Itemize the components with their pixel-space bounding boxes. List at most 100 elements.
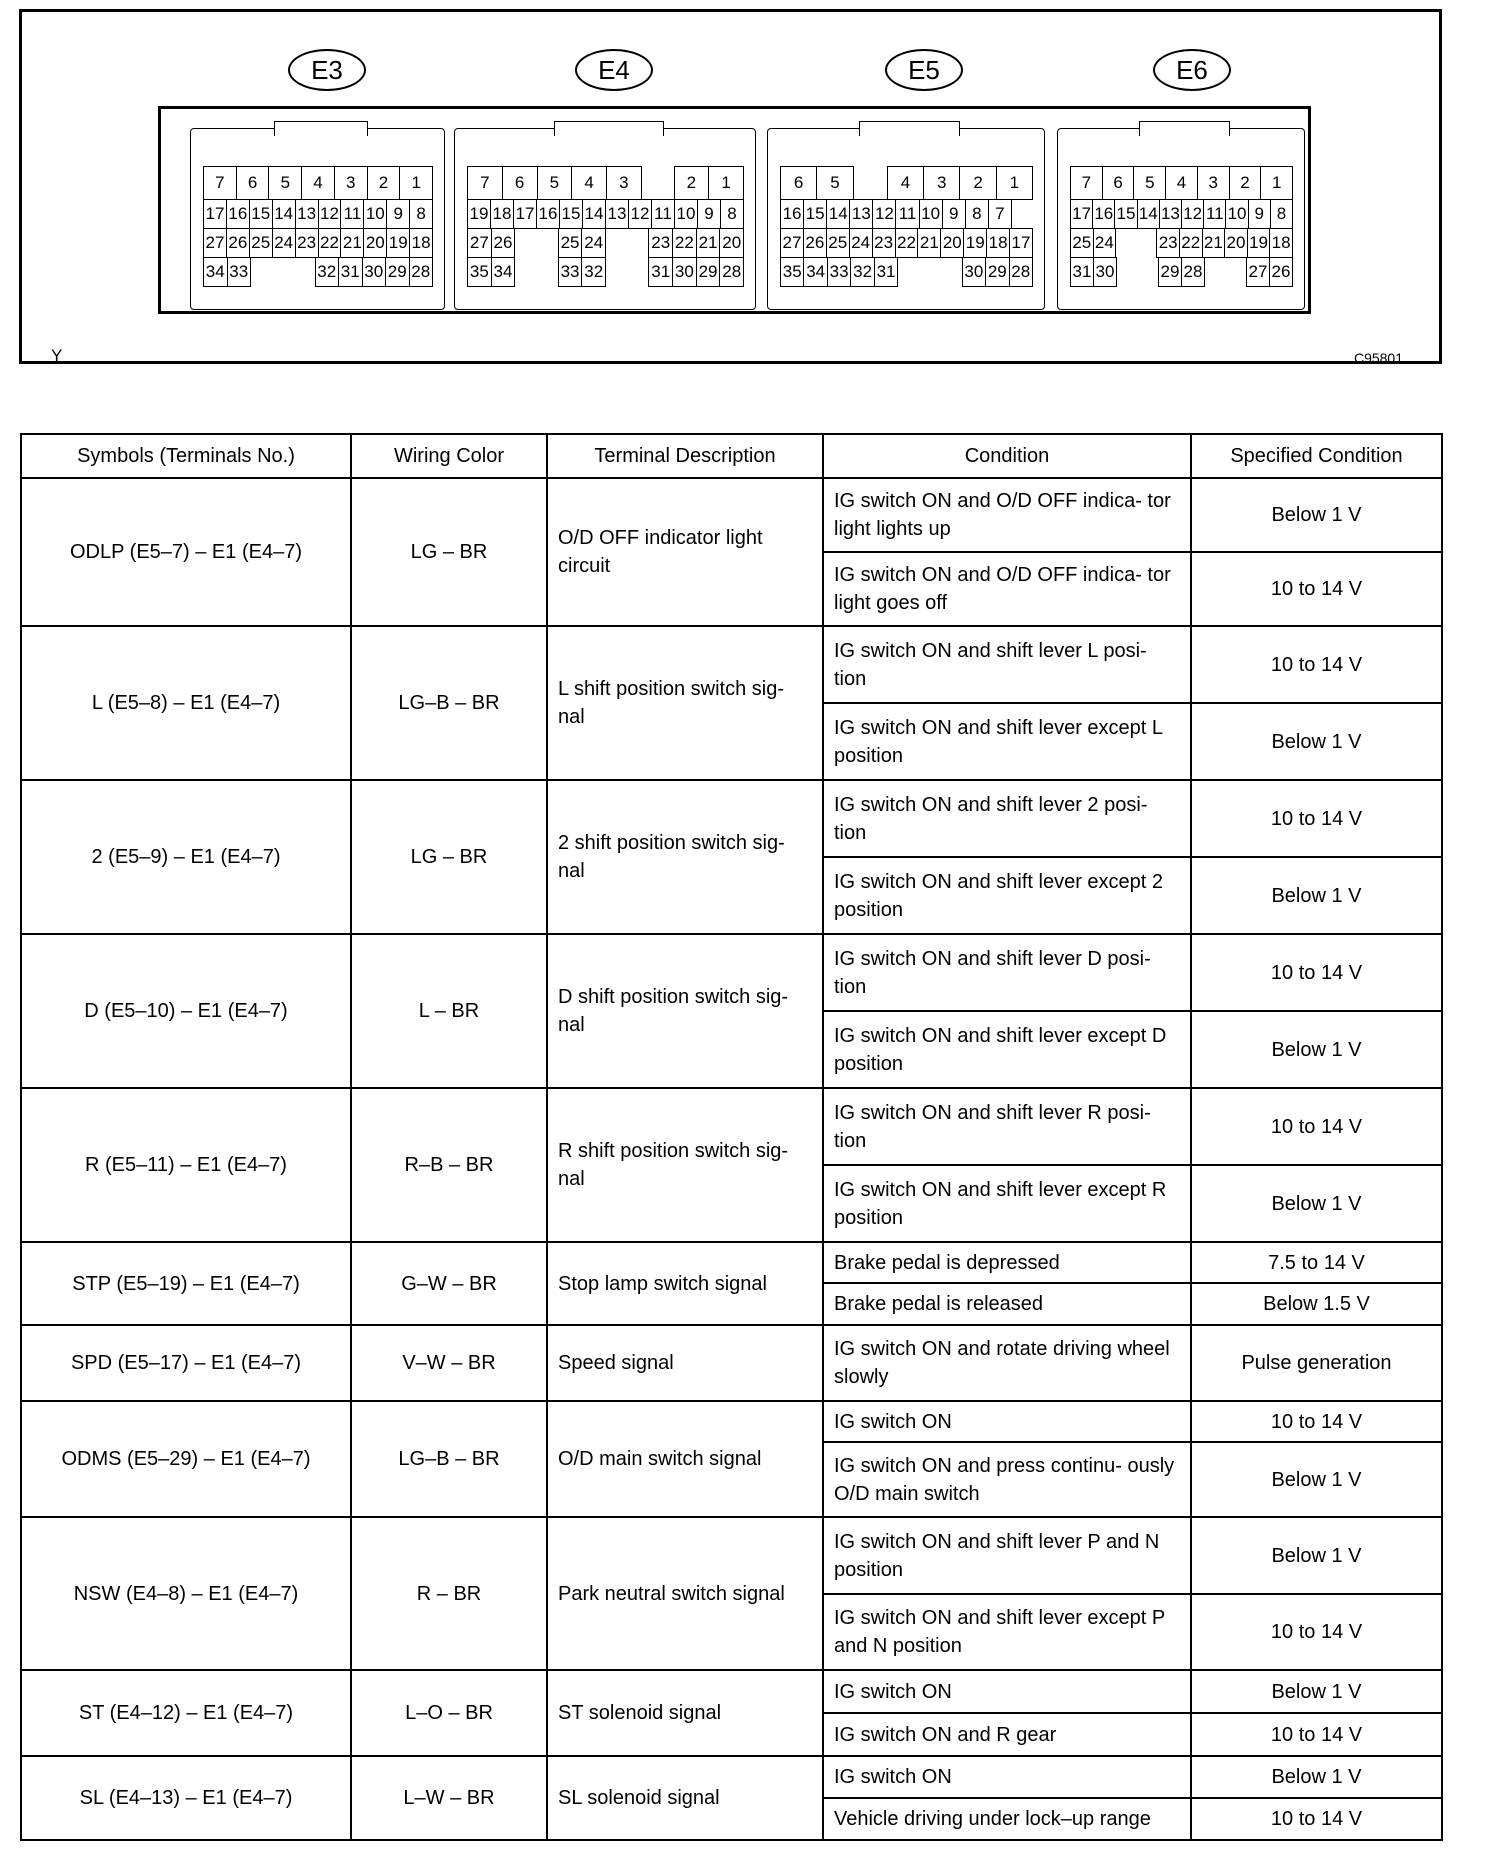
specified-condition-cell: 10 to 14 V <box>1190 625 1443 704</box>
ecu-connector-frame <box>158 106 1311 314</box>
pin-cell: 5 <box>1133 166 1167 200</box>
condition-cell: IG switch ON and shift lever P and N pos… <box>822 1516 1192 1595</box>
condition-cell: IG switch ON and shift lever except P an… <box>822 1593 1192 1671</box>
pin-cell: 10 <box>918 199 943 229</box>
pin-cell: 30 <box>672 257 697 287</box>
pin-cell: 1 <box>708 166 744 200</box>
pin-cell: 35 <box>780 257 805 287</box>
pin-cell: 29 <box>695 257 721 287</box>
condition-cell: IG switch ON <box>822 1400 1192 1443</box>
table-row: IG switch ON and shift lever except P an… <box>21 1593 1443 1671</box>
pin-cell: 21 <box>1201 228 1226 258</box>
pin-cell: 7 <box>987 199 1012 229</box>
pin-cell: 31 <box>648 257 674 287</box>
table-row: ST (E4–12) – E1 (E4–7) L–O – BR ST solenoi… <box>20 1669 1443 1757</box>
specified-condition-cell: Below 1 V <box>1190 1669 1443 1714</box>
pin-cell: 4 <box>301 166 335 200</box>
pin-cell: 13 <box>605 199 629 229</box>
pin-cell: 20 <box>719 228 745 258</box>
pin-gap <box>853 166 888 200</box>
pin-row: 19 18 17 16 15 14 13 12 11 10 9 8 <box>467 199 744 229</box>
pin-gap <box>627 257 650 287</box>
pin-cell: 15 <box>1114 199 1138 229</box>
specified-condition-cell: 10 to 14 V <box>1190 1797 1443 1841</box>
connector-label-e3: E3 <box>288 49 366 91</box>
pin-cell: 26 <box>1269 257 1293 287</box>
condition-cell: IG switch ON and shift lever 2 posi- tio… <box>822 779 1192 858</box>
pin-cell: 24 <box>848 228 873 258</box>
description-cell: D shift position switch sig- nal <box>546 933 824 1089</box>
pin-cell: 18 <box>1269 228 1293 258</box>
connector-diagram: Y C95801 E3 7 6 5 4 3 2 1 17 16 15 14 13 12 11 10 9 8 27 26… <box>19 9 1442 366</box>
pin-cell: 1 <box>399 166 434 200</box>
table-row: IG switch ON and shift lever except L po… <box>21 702 1443 781</box>
specified-condition-cell: Below 1 V <box>1190 1516 1443 1595</box>
wiring-color-cell: LG – BR <box>350 477 548 627</box>
pin-cell: 28 <box>1008 257 1033 287</box>
description-cell: 2 shift position switch sig- nal <box>546 779 824 935</box>
pin-cell: 11 <box>895 199 920 229</box>
pin-grid: 7 6 5 4 3 2 1 17 16 15 14 13 12 11 10 9 8 25 24 23 22 21 20 19 1… <box>1070 166 1294 287</box>
pin-cell: 29 <box>1158 257 1182 287</box>
condition-cell: IG switch ON and shift lever except 2 po… <box>822 856 1192 935</box>
connector-e5: 6 5 4 3 2 1 16 15 14 13 12 11 10 9 8 7 27 26 25 24 23 22 21 20 1… <box>767 121 1045 310</box>
pin-cell: 17 <box>1070 199 1094 229</box>
condition-cell: IG switch ON <box>822 1669 1192 1714</box>
pin-gap <box>1136 228 1158 258</box>
pin-cell: 12 <box>1181 199 1205 229</box>
symbol-cell: ST (E4–12) – E1 (E4–7) <box>20 1669 352 1757</box>
condition-cell: IG switch ON and shift lever except L po… <box>822 702 1192 781</box>
pin-cell: 9 <box>697 199 721 229</box>
pin-cell: 13 <box>1158 199 1183 229</box>
pin-cell: 4 <box>571 166 607 200</box>
pin-row: 25 24 23 22 21 20 19 18 <box>1070 228 1293 258</box>
pin-cell: 7 <box>1070 166 1103 200</box>
pin-row: 27 26 25 24 23 22 21 20 19 18 <box>203 228 434 258</box>
connector-e4: 7 6 5 4 3 2 1 19 18 17 16 15 14 13 12 11 10 9 8 27 26 25 24 23 2… <box>454 121 756 310</box>
pin-cell: 1 <box>1260 166 1294 200</box>
table-row: D (E5–10) – E1 (E4–7) L – BR D shift posit… <box>20 933 1443 1089</box>
pin-gap <box>250 257 273 287</box>
table-row: STP (E5–19) – E1 (E4–7) G–W – BR Stop lamp… <box>20 1241 1443 1326</box>
pin-cell: 16 <box>225 199 250 229</box>
pin-cell: 18 <box>986 228 1011 258</box>
table-row: Vehicle driving under lock–up range 10 to… <box>21 1797 1443 1841</box>
specified-condition-cell: 10 to 14 V <box>1190 551 1443 627</box>
pin-cell: 11 <box>651 199 675 229</box>
condition-cell: IG switch ON <box>822 1755 1192 1799</box>
pin-row: 35 34 33 32 31 30 29 28 <box>780 257 1033 287</box>
pin-cell: 23 <box>1156 228 1180 258</box>
pin-cell: 17 <box>203 199 227 229</box>
pin-cell: 31 <box>1070 257 1094 287</box>
specified-condition-cell: 10 to 14 V <box>1190 1400 1443 1443</box>
pin-cell: 5 <box>536 166 573 200</box>
pin-cell: 19 <box>386 228 411 258</box>
wiring-color-cell: L–W – BR <box>350 1755 548 1841</box>
pin-cell: 29 <box>985 257 1010 287</box>
pin-cell: 34 <box>490 257 516 287</box>
pin-grid: 7 6 5 4 3 2 1 17 16 15 14 13 12 11 10 9 8 27 26 25 24 23 22 21 2… <box>203 166 434 287</box>
pin-cell: 25 <box>1070 228 1094 258</box>
condition-cell: IG switch ON and shift lever except D po… <box>822 1010 1192 1089</box>
connector-latch <box>1139 121 1230 136</box>
specified-condition-cell: Below 1 V <box>1190 1755 1443 1799</box>
pin-cell: 26 <box>490 228 516 258</box>
wiring-color-cell: R–B – BR <box>350 1087 548 1243</box>
description-cell: Park neutral switch signal <box>546 1516 824 1671</box>
pin-cell: 16 <box>1092 199 1116 229</box>
wiring-color-cell: LG – BR <box>350 779 548 935</box>
specified-condition-cell: Below 1 V <box>1190 856 1443 935</box>
description-cell: O/D main switch signal <box>546 1400 824 1518</box>
pin-cell: 6 <box>501 166 538 200</box>
pin-gap <box>536 228 559 258</box>
pin-cell: 35 <box>467 257 492 287</box>
pin-cell: 4 <box>1165 166 1198 200</box>
specified-condition-cell: 10 to 14 V <box>1190 933 1443 1012</box>
specified-condition-cell: 10 to 14 V <box>1190 779 1443 858</box>
pin-cell: 32 <box>314 257 339 287</box>
symbol-cell: NSW (E4–8) – E1 (E4–7) <box>20 1516 352 1671</box>
pin-cell: 22 <box>1178 228 1203 258</box>
figure-code: C95801 <box>1353 350 1403 366</box>
pin-cell: 11 <box>340 199 365 229</box>
